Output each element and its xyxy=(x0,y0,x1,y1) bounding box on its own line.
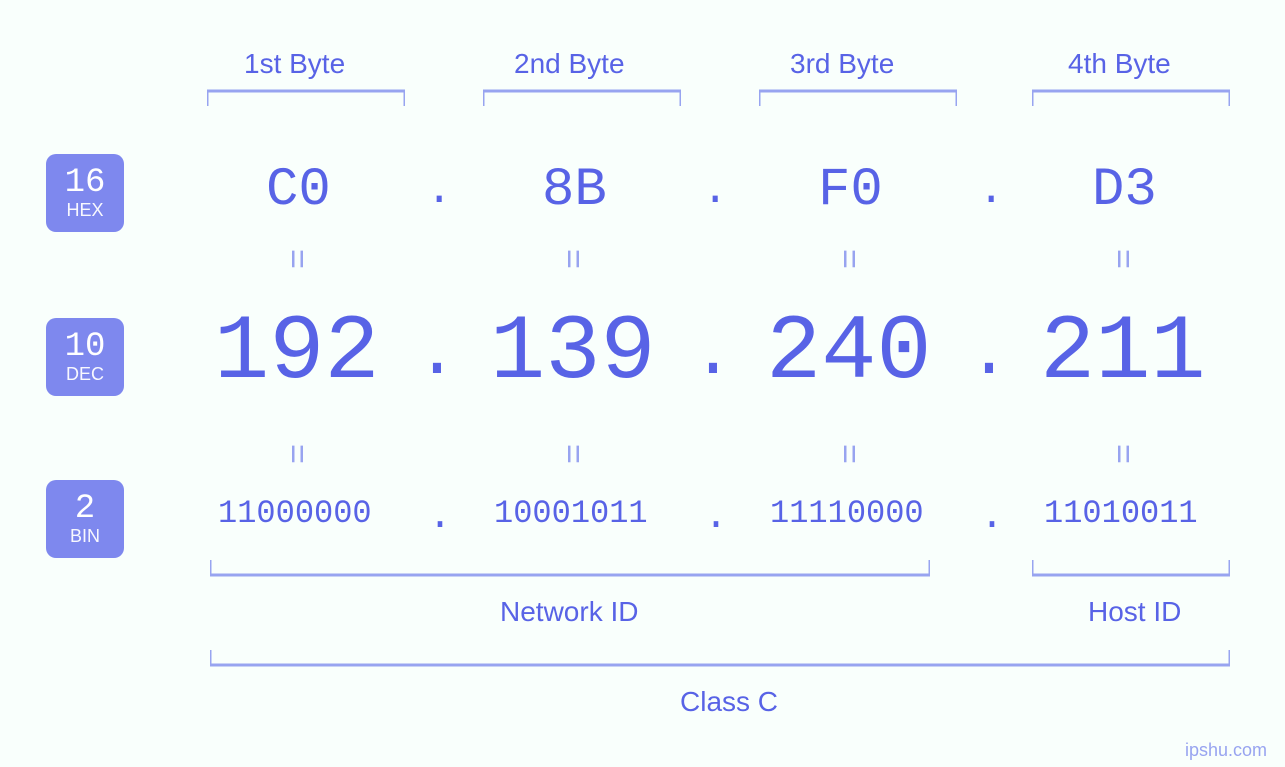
dec-dot-2: . xyxy=(692,316,734,395)
badge-dec-tag: DEC xyxy=(66,365,104,384)
hex-dot-3: . xyxy=(978,166,1004,216)
badge-bin-tag: BIN xyxy=(70,527,100,546)
badge-bin-num: 2 xyxy=(75,492,95,528)
bin-dot-2: . xyxy=(704,495,728,540)
class-label: Class C xyxy=(680,686,778,718)
eq-icon: = xyxy=(275,444,313,464)
badge-dec: 10 DEC xyxy=(46,318,124,396)
bracket-class xyxy=(210,650,1230,668)
hex-2: 8B xyxy=(542,160,607,221)
badge-hex-tag: HEX xyxy=(66,201,103,220)
bracket-byte3 xyxy=(759,88,957,106)
hex-1: C0 xyxy=(266,160,331,221)
hex-dot-2: . xyxy=(702,166,728,216)
bin-1: 11000000 xyxy=(218,495,372,532)
eq-icon: = xyxy=(551,444,589,464)
bin-dot-1: . xyxy=(428,495,452,540)
dec-2: 139 xyxy=(490,300,656,405)
eq-icon: = xyxy=(275,249,313,269)
dec-4: 211 xyxy=(1040,300,1206,405)
bin-3: 11110000 xyxy=(770,495,924,532)
bracket-byte2 xyxy=(483,88,681,106)
dec-1: 192 xyxy=(214,300,380,405)
watermark: ipshu.com xyxy=(1185,740,1267,761)
bracket-byte1 xyxy=(207,88,405,106)
bin-2: 10001011 xyxy=(494,495,648,532)
badge-hex: 16 HEX xyxy=(46,154,124,232)
eq-icon: = xyxy=(827,249,865,269)
badge-dec-num: 10 xyxy=(65,330,106,366)
bracket-network xyxy=(210,560,930,578)
dec-dot-1: . xyxy=(416,316,458,395)
host-id-label: Host ID xyxy=(1088,596,1181,628)
bracket-host xyxy=(1032,560,1230,578)
eq-icon: = xyxy=(1101,249,1139,269)
eq-icon: = xyxy=(1101,444,1139,464)
eq-icon: = xyxy=(551,249,589,269)
network-id-label: Network ID xyxy=(500,596,638,628)
bracket-byte4 xyxy=(1032,88,1230,106)
hex-4: D3 xyxy=(1092,160,1157,221)
dec-3: 240 xyxy=(766,300,932,405)
byte2-label: 2nd Byte xyxy=(514,48,625,80)
dec-dot-3: . xyxy=(968,316,1010,395)
hex-dot-1: . xyxy=(426,166,452,216)
byte1-label: 1st Byte xyxy=(244,48,345,80)
byte4-label: 4th Byte xyxy=(1068,48,1171,80)
bin-4: 11010011 xyxy=(1044,495,1198,532)
badge-bin: 2 BIN xyxy=(46,480,124,558)
eq-icon: = xyxy=(827,444,865,464)
bin-dot-3: . xyxy=(980,495,1004,540)
byte3-label: 3rd Byte xyxy=(790,48,894,80)
badge-hex-num: 16 xyxy=(65,166,106,202)
hex-3: F0 xyxy=(818,160,883,221)
